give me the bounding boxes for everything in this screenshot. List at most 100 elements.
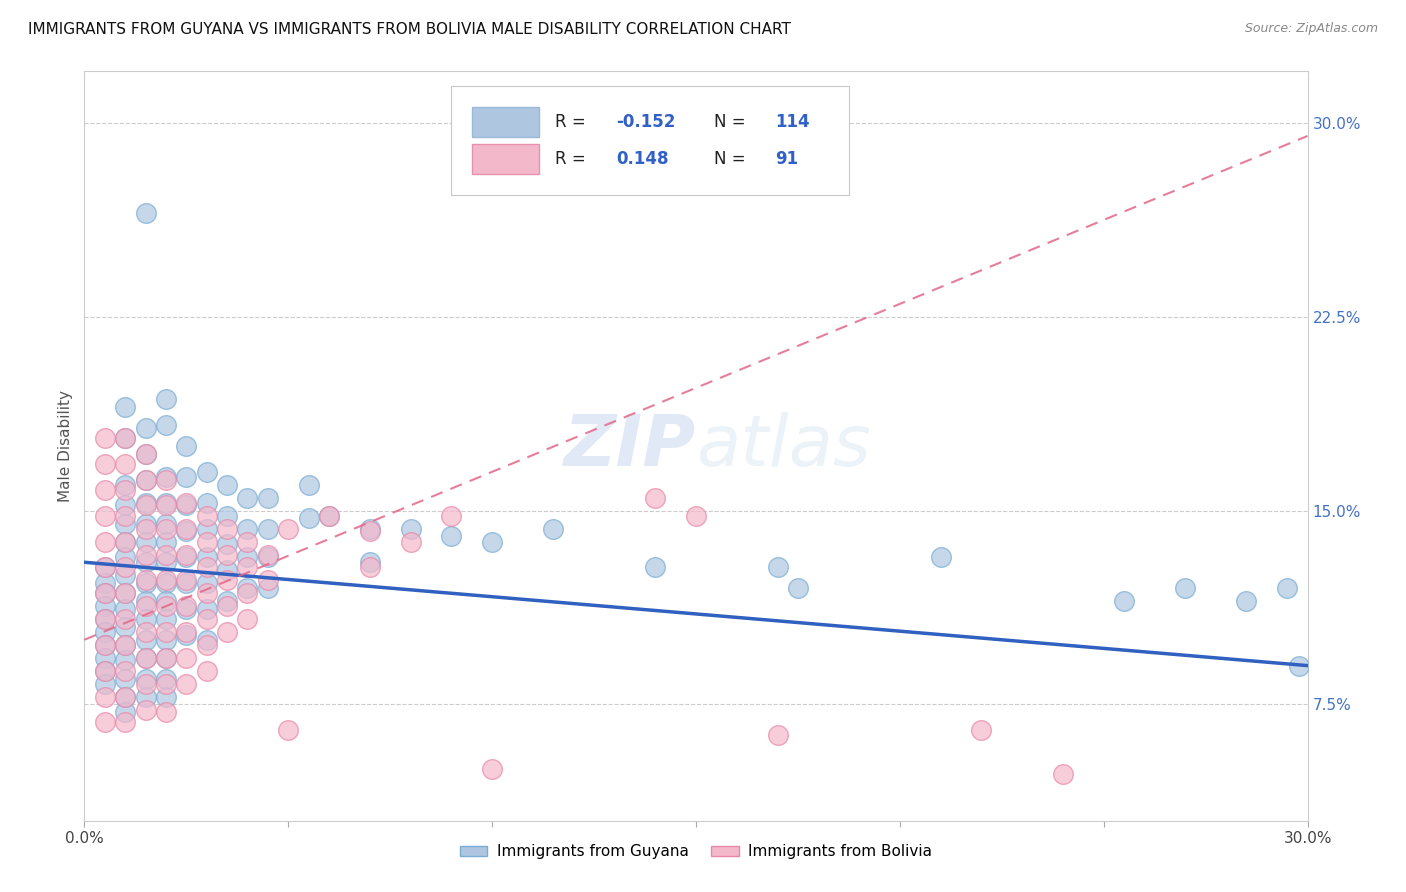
Point	[93, 508, 115, 523]
Point	[93, 676, 115, 690]
Point	[195, 586, 218, 600]
Point	[481, 762, 503, 776]
Point	[174, 439, 197, 453]
Point	[440, 508, 463, 523]
Point	[155, 576, 177, 591]
Text: R =: R =	[555, 150, 586, 168]
Point	[93, 638, 115, 652]
Text: N =: N =	[714, 112, 747, 130]
Text: IMMIGRANTS FROM GUYANA VS IMMIGRANTS FROM BOLIVIA MALE DISABILITY CORRELATION CH: IMMIGRANTS FROM GUYANA VS IMMIGRANTS FRO…	[28, 22, 792, 37]
Point	[114, 601, 136, 615]
Point	[298, 477, 321, 491]
Text: R =: R =	[555, 112, 586, 130]
Point	[787, 581, 810, 595]
Point	[217, 508, 239, 523]
Text: atlas: atlas	[696, 411, 870, 481]
Point	[135, 496, 157, 510]
Point	[93, 715, 115, 730]
Point	[257, 548, 280, 562]
Point	[135, 421, 157, 435]
Point	[644, 491, 666, 505]
Point	[135, 690, 157, 704]
Point	[1174, 581, 1197, 595]
Point	[114, 401, 136, 415]
Point	[114, 477, 136, 491]
Point	[217, 625, 239, 640]
Point	[195, 534, 218, 549]
Point	[174, 625, 197, 640]
Point	[217, 599, 239, 614]
Point	[155, 651, 177, 665]
Point	[93, 651, 115, 665]
Point	[174, 599, 197, 614]
Point	[155, 522, 177, 536]
Point	[114, 431, 136, 445]
Point	[114, 653, 136, 667]
Text: 0.148: 0.148	[616, 150, 669, 168]
Point	[236, 581, 259, 595]
Point	[155, 534, 177, 549]
Point	[155, 599, 177, 614]
Point	[114, 586, 136, 600]
Point	[155, 594, 177, 608]
Point	[195, 496, 218, 510]
Point	[236, 586, 259, 600]
Point	[1114, 594, 1136, 608]
Point	[114, 483, 136, 497]
Point	[481, 534, 503, 549]
Point	[114, 620, 136, 634]
Point	[114, 508, 136, 523]
Point	[359, 560, 381, 574]
Point	[1236, 594, 1258, 608]
Point	[195, 576, 218, 591]
Point	[217, 548, 239, 562]
Point	[135, 522, 157, 536]
Point	[135, 612, 157, 626]
Point	[257, 491, 280, 505]
Bar	[472, 106, 540, 136]
Point	[257, 550, 280, 565]
Point	[114, 664, 136, 678]
Point	[399, 534, 422, 549]
Point	[195, 601, 218, 615]
FancyBboxPatch shape	[451, 87, 849, 195]
Point	[217, 477, 239, 491]
Point	[217, 563, 239, 577]
Text: -0.152: -0.152	[616, 112, 676, 130]
Point	[174, 548, 197, 562]
Point	[155, 705, 177, 719]
Text: 91: 91	[776, 150, 799, 168]
Text: ZIP: ZIP	[564, 411, 696, 481]
Point	[114, 534, 136, 549]
Point	[277, 522, 299, 536]
Point	[766, 560, 789, 574]
Point	[93, 483, 115, 497]
Point	[93, 612, 115, 626]
Point	[257, 581, 280, 595]
Point	[114, 586, 136, 600]
Point	[93, 560, 115, 574]
Point	[155, 555, 177, 569]
Point	[359, 555, 381, 569]
Point	[217, 594, 239, 608]
Point	[257, 522, 280, 536]
Point	[93, 586, 115, 600]
Point	[114, 690, 136, 704]
Point	[195, 465, 218, 479]
Point	[93, 638, 115, 652]
Point	[217, 522, 239, 536]
Point	[155, 625, 177, 640]
Point	[174, 524, 197, 539]
Point	[440, 529, 463, 543]
Point	[543, 522, 565, 536]
Point	[155, 574, 177, 588]
Point	[217, 537, 239, 551]
Point	[195, 632, 218, 647]
Point	[114, 431, 136, 445]
Point	[114, 690, 136, 704]
Point	[155, 392, 177, 407]
Point	[970, 723, 993, 738]
Point	[155, 499, 177, 513]
Y-axis label: Male Disability: Male Disability	[58, 390, 73, 502]
Point	[298, 511, 321, 525]
